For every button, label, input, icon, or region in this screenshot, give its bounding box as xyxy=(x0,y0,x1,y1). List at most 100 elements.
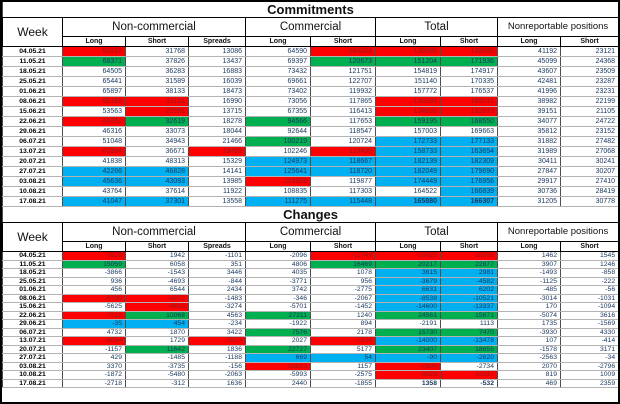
week-cell: 04.05.21 xyxy=(2,251,63,261)
col-header: Long xyxy=(375,36,441,47)
group-total: Total xyxy=(375,222,498,242)
value-cell: -10117 xyxy=(440,370,498,380)
value-cell: 152679 xyxy=(440,106,498,117)
week-cell: 11.05.21 xyxy=(2,56,63,67)
value-cell: 37826 xyxy=(125,56,189,67)
value-cell: 31589 xyxy=(125,76,189,87)
week-cell: 27.07.21 xyxy=(2,353,63,363)
value-cell: 37301 xyxy=(125,196,189,207)
value-cell: 13493 xyxy=(188,146,246,157)
value-cell: 31205 xyxy=(497,196,561,207)
value-cell: 176956 xyxy=(440,176,498,187)
value-cell: -10813 xyxy=(245,361,311,371)
col-header: Long xyxy=(245,36,311,47)
value-cell: 1735 xyxy=(497,319,561,329)
value-cell: 116413 xyxy=(310,106,376,117)
col-header: Long xyxy=(497,36,561,47)
commitments-table: Commitments Week Non-commercial Commerci… xyxy=(2,2,618,207)
value-cell: 117865 xyxy=(310,96,376,107)
table-row: 17.08.21 41047 37301 13558 111275 115448 16588… xyxy=(2,196,618,207)
value-cell: 956 xyxy=(310,276,376,286)
value-cell: 41047 xyxy=(62,196,126,207)
table-row: 17.08.21 -2718 -312 1636 2440 -1855 1358 -532 46… xyxy=(2,378,618,388)
value-cell: 27410 xyxy=(559,176,618,187)
value-cell: 169663 xyxy=(440,126,498,137)
value-cell: 22727 xyxy=(245,344,311,354)
value-cell: -3679 xyxy=(375,276,441,286)
value-cell: 170 xyxy=(497,302,561,312)
value-cell: -1872 xyxy=(62,370,126,380)
value-cell: 31161 xyxy=(125,96,189,107)
value-cell: -7234 xyxy=(310,336,376,346)
value-cell: -1485 xyxy=(125,353,189,363)
value-cell: 18473 xyxy=(188,86,246,97)
table-row: 04.05.21 -7628 1942 -1101 -2096 -11749 -10825-… xyxy=(2,251,618,261)
table-row: 22.06.21 46351 32619 18278 94566 117653 159195… xyxy=(2,116,618,127)
value-cell: 3171 xyxy=(559,344,618,354)
value-cell: -14600 xyxy=(375,302,441,312)
value-cell: 30736 xyxy=(497,186,561,197)
table-row: 25.05.21 65441 31589 16039 69661 122707 151140… xyxy=(2,76,618,87)
group-non-commercial: Non-commercial xyxy=(62,17,246,37)
week-cell: 25.05.21 xyxy=(2,76,63,87)
table-row: 03.08.21 45636 43093 13985 114828 119877 17444… xyxy=(2,176,618,187)
value-cell: 149234 xyxy=(375,96,441,107)
week-cell: 10.08.21 xyxy=(2,186,63,197)
value-cell: 34943 xyxy=(125,136,189,147)
value-cell: 31989 xyxy=(497,146,561,157)
table-row: 15.06.21 -5625 -8610 -3274 -5701 -1452 -14600-… xyxy=(2,302,618,312)
value-cell: 18044 xyxy=(188,126,246,137)
value-cell: 166307 xyxy=(440,196,498,207)
value-cell: 45636 xyxy=(62,176,126,187)
value-cell: 42481 xyxy=(497,76,561,87)
table-row: 08.06.21 -6709 -6972 -1483 -346 -2067 -8538 -10… xyxy=(2,293,618,303)
group-non-commercial: Non-commercial xyxy=(62,222,246,242)
value-cell: -156 xyxy=(188,361,246,371)
value-cell: 69397 xyxy=(245,56,311,67)
value-cell: 42994 xyxy=(62,146,126,157)
table-row: 03.08.21 3370 -3735 -156 -10813 1157 -7600 -273… xyxy=(2,361,618,371)
value-cell: -7212 xyxy=(62,310,126,320)
value-cell: 1545 xyxy=(559,251,618,261)
value-cell: 1836 xyxy=(188,344,246,354)
value-cell: -1188 xyxy=(188,353,246,363)
value-cell: -346 xyxy=(245,293,311,303)
value-cell: 21466 xyxy=(188,136,246,147)
value-cell: 13985 xyxy=(188,176,246,187)
value-cell: 16039 xyxy=(188,76,246,87)
value-cell: 118667 xyxy=(310,156,376,167)
commitments-title: Commitments xyxy=(2,2,618,18)
col-header: Short xyxy=(559,36,618,47)
value-cell: 130988 xyxy=(375,46,441,57)
col-header: Short xyxy=(440,36,498,47)
value-cell: 3616 xyxy=(559,310,618,320)
value-cell: 117303 xyxy=(310,186,376,197)
value-cell: -4582 xyxy=(440,276,498,286)
value-cell: 174917 xyxy=(440,66,498,77)
value-cell: 30411 xyxy=(497,156,561,167)
value-cell: 46351 xyxy=(62,116,126,127)
value-cell: 46316 xyxy=(62,126,126,137)
value-cell: 36283 xyxy=(125,66,189,77)
value-cell: 43607 xyxy=(497,66,561,77)
value-cell: 117653 xyxy=(310,116,376,127)
week-cell: 04.05.21 xyxy=(2,46,63,57)
value-cell: 54 xyxy=(310,353,376,363)
value-cell: 15871 xyxy=(440,310,498,320)
value-cell: 46828 xyxy=(125,166,189,177)
value-cell: 21105 xyxy=(559,106,618,117)
week-cell: 20.07.21 xyxy=(2,344,63,354)
week-cell: 13.07.21 xyxy=(2,336,63,346)
changes-title: Changes xyxy=(2,207,618,223)
value-cell: -485 xyxy=(497,285,561,295)
week-cell: 08.06.21 xyxy=(2,293,63,303)
week-cell: 29.06.21 xyxy=(2,319,63,329)
value-cell: 14141 xyxy=(188,166,246,177)
value-cell: 454 xyxy=(125,319,189,329)
table-row: 10.08.21 -1872 -5480 -2063 -5993 -2575 -9928 -1… xyxy=(2,370,618,380)
commitments-group-header: Week Non-commercial Commercial Total Non… xyxy=(2,17,618,47)
table-row: 22.06.21 -7212 10068 4563 27211 1240 24561 1587… xyxy=(2,310,618,320)
value-cell: -13337 xyxy=(440,302,498,312)
table-row: 18.05.21 64505 36283 16883 73432 121751 154819… xyxy=(2,66,618,77)
value-cell: 111275 xyxy=(245,196,311,207)
